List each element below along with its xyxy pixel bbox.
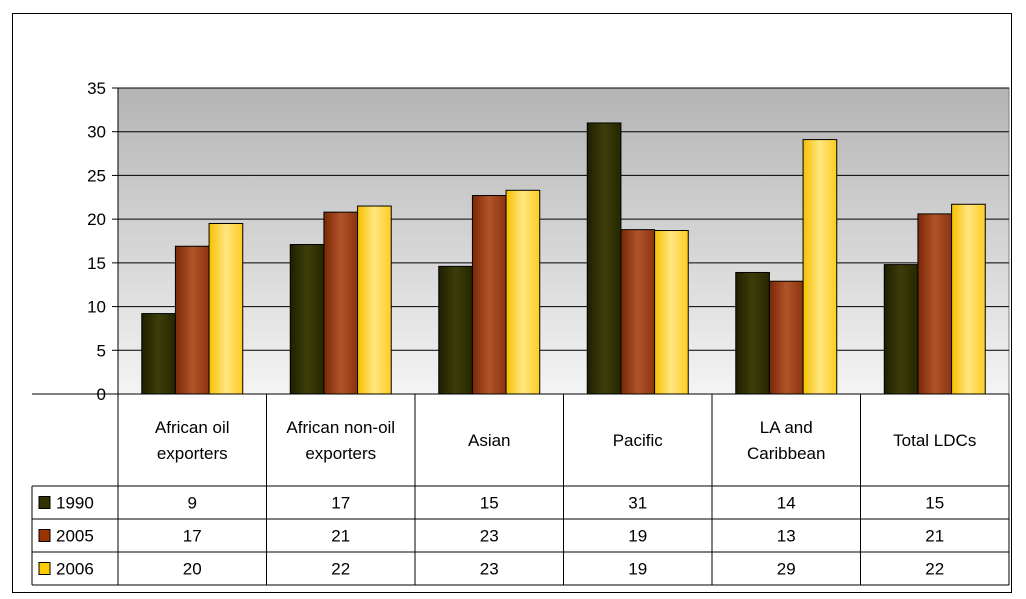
category-label: Caribbean <box>747 444 825 463</box>
bar <box>802 139 838 395</box>
bar <box>289 243 325 395</box>
table-cell: 13 <box>777 527 796 546</box>
table-cell: 23 <box>480 527 499 546</box>
category-label: Asian <box>468 431 511 450</box>
table-cell: 22 <box>331 560 350 579</box>
y-tick-label: 25 <box>87 166 106 185</box>
category-label: exporters <box>305 444 376 463</box>
table-cell: 14 <box>777 494 796 513</box>
category-label: LA and <box>760 418 813 437</box>
category-label: Total LDCs <box>893 431 976 450</box>
table-cell: 17 <box>331 494 350 513</box>
bar <box>917 213 953 395</box>
y-tick-label: 5 <box>97 341 106 360</box>
bar <box>654 230 689 395</box>
table-cell: 29 <box>777 560 796 579</box>
bar <box>505 189 541 395</box>
category-label: Pacific <box>613 431 664 450</box>
category-label: African non-oil <box>286 418 395 437</box>
table-cell: 21 <box>331 527 350 546</box>
bar <box>586 122 622 395</box>
table-cell: 31 <box>628 494 647 513</box>
bar <box>471 195 507 395</box>
bar <box>768 280 804 395</box>
table-cell: 21 <box>925 527 944 546</box>
legend-label: 2005 <box>56 527 94 546</box>
table-cell: 15 <box>480 494 499 513</box>
bar <box>357 205 392 395</box>
table-cell: 17 <box>183 527 202 546</box>
bar <box>883 264 919 395</box>
legend-swatch <box>38 529 51 542</box>
table-cell: 19 <box>628 527 647 546</box>
plot-area <box>117 87 1010 395</box>
bar <box>174 245 210 395</box>
table-cell: 20 <box>183 560 202 579</box>
table-cell: 9 <box>188 494 197 513</box>
legend-label: 2006 <box>56 560 94 579</box>
bar <box>438 265 473 395</box>
y-tick-label: 20 <box>87 210 106 229</box>
table-cell: 22 <box>925 560 944 579</box>
bar <box>620 229 656 395</box>
legend-swatch <box>38 496 51 509</box>
y-tick-label: 30 <box>87 123 106 142</box>
y-tick-label: 10 <box>87 298 106 317</box>
bar <box>735 271 770 395</box>
legend-swatch <box>38 562 51 575</box>
bar <box>323 211 359 395</box>
y-tick-label: 35 <box>87 79 106 98</box>
bar <box>141 313 176 395</box>
table-cell: 23 <box>480 560 499 579</box>
bar <box>208 223 244 395</box>
bar <box>951 203 986 395</box>
table-cell: 15 <box>925 494 944 513</box>
category-label: African oil <box>155 418 230 437</box>
table-cell: 19 <box>628 560 647 579</box>
y-tick-label: 15 <box>87 254 106 273</box>
category-label: exporters <box>157 444 228 463</box>
legend-label: 1990 <box>56 494 94 513</box>
